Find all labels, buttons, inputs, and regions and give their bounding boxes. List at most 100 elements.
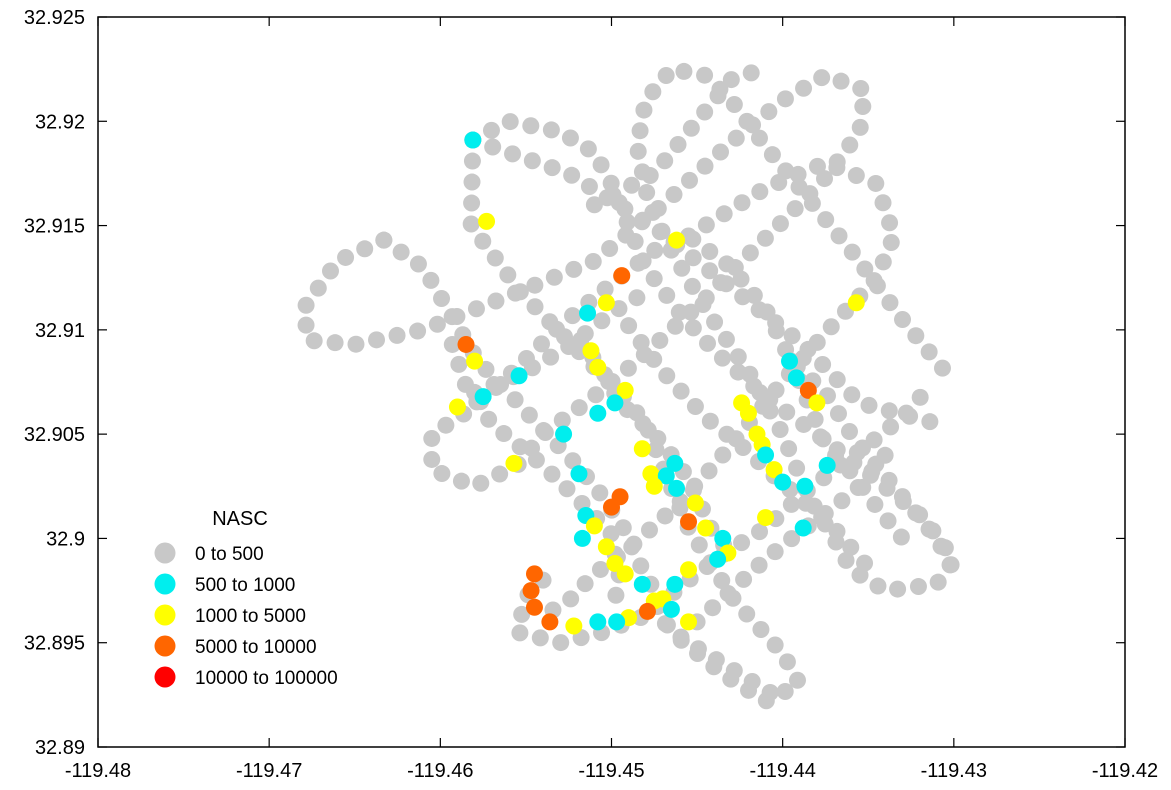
data-point-highlight <box>638 602 656 620</box>
data-point <box>822 318 840 336</box>
data-point <box>684 481 702 499</box>
data-point-highlight <box>680 513 698 531</box>
data-point <box>565 260 583 278</box>
data-point <box>657 67 675 85</box>
data-point <box>743 673 761 691</box>
data-point <box>889 580 907 598</box>
data-point <box>576 575 594 593</box>
data-point <box>450 355 468 373</box>
data-point <box>874 253 892 271</box>
data-point-highlight <box>474 388 492 406</box>
data-point <box>848 444 866 462</box>
legend-label: 1000 to 5000 <box>195 606 306 627</box>
data-point <box>646 241 664 259</box>
data-point-highlight <box>478 212 496 230</box>
data-point <box>874 194 892 212</box>
y-tick-label: 32.92 <box>35 111 85 133</box>
data-point <box>920 343 938 361</box>
data-point <box>782 495 800 513</box>
legend-label: 500 to 1000 <box>195 575 295 596</box>
data-point <box>879 512 897 530</box>
data-point <box>491 465 509 483</box>
legend: NASC 0 to 500 500 to 1000 1000 to 5000 5000… <box>154 508 338 689</box>
data-point <box>754 397 772 415</box>
data-point <box>847 167 865 185</box>
data-point <box>717 330 735 348</box>
data-point <box>701 243 719 261</box>
data-point <box>527 451 545 469</box>
data-point <box>543 465 561 483</box>
data-point <box>618 401 636 419</box>
data-point <box>553 411 571 429</box>
data-point <box>392 243 410 261</box>
data-point <box>552 634 570 652</box>
data-point-highlight <box>657 467 675 485</box>
data-point-highlight <box>765 461 783 479</box>
legend-title: NASC <box>212 508 268 530</box>
data-point-highlight <box>585 517 603 535</box>
data-point <box>893 488 911 506</box>
data-point <box>843 386 861 404</box>
data-point <box>485 376 503 394</box>
data-point <box>758 303 776 321</box>
data-point <box>907 504 925 522</box>
data-point <box>623 176 641 194</box>
data-point-highlight <box>457 335 475 353</box>
data-point <box>806 410 824 428</box>
data-point <box>542 121 560 139</box>
data-point <box>523 152 541 170</box>
data-point <box>618 213 636 231</box>
data-point <box>865 431 883 449</box>
data-point-highlight <box>714 529 732 547</box>
data-point <box>433 290 451 308</box>
x-tick-label: -119.44 <box>749 760 815 782</box>
data-point <box>876 446 894 464</box>
y-tick-label: 32.915 <box>24 216 85 238</box>
data-point <box>526 298 544 316</box>
y-tick-label: 32.91 <box>35 320 85 342</box>
data-point <box>849 478 867 496</box>
data-point <box>523 359 541 377</box>
data-point <box>841 136 859 154</box>
data-point <box>634 415 652 433</box>
data-point <box>689 640 707 658</box>
data-point <box>593 312 611 330</box>
data-point <box>511 438 529 456</box>
legend-label: 10000 to 100000 <box>195 668 338 689</box>
data-point-highlight <box>608 613 626 631</box>
data-point <box>727 129 745 147</box>
data-point <box>607 586 625 604</box>
data-point-highlight <box>597 538 615 556</box>
data-point <box>760 103 778 121</box>
data-point <box>592 156 610 174</box>
data-point <box>462 215 480 233</box>
data-point <box>833 492 851 510</box>
data-point <box>832 72 850 90</box>
data-point <box>863 463 881 481</box>
data-point <box>584 252 602 270</box>
data-point <box>672 382 690 400</box>
data-point <box>570 399 588 417</box>
data-point <box>865 272 883 290</box>
data-point <box>684 249 702 267</box>
data-point <box>658 367 676 385</box>
x-tick-label: -119.47 <box>236 760 302 782</box>
data-point <box>715 205 733 223</box>
data-point <box>751 384 769 402</box>
data-point <box>752 621 770 639</box>
data-point <box>601 239 619 257</box>
data-point-highlight <box>709 550 727 568</box>
data-point <box>719 585 737 603</box>
data-point <box>487 292 505 310</box>
data-point-highlight <box>525 598 543 616</box>
data-point <box>932 537 950 555</box>
data-point <box>933 359 951 377</box>
data-point-highlight <box>555 425 573 443</box>
data-point <box>842 538 860 556</box>
data-point <box>347 335 365 353</box>
data-point <box>443 308 461 326</box>
legend-swatch <box>154 573 176 595</box>
data-point <box>504 145 522 163</box>
data-point-highlight <box>794 519 812 537</box>
